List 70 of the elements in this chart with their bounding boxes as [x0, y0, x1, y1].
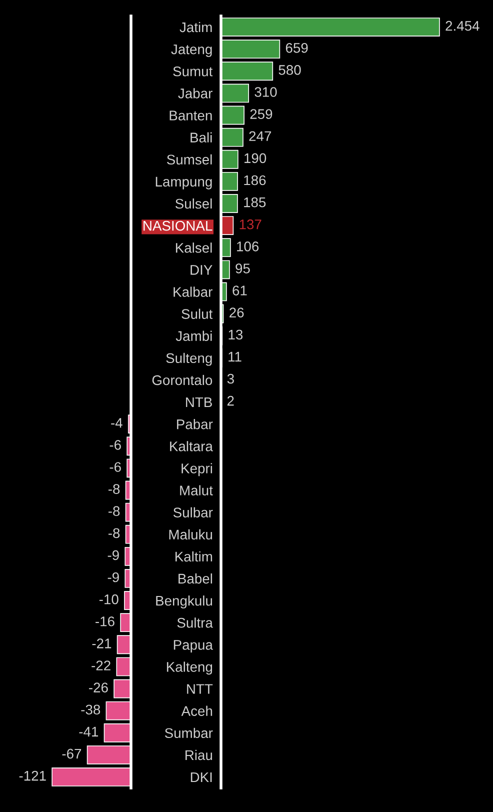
- y-tick-label: Babel: [178, 573, 212, 584]
- y-tick-label: Malut: [180, 485, 213, 496]
- data-label: 13: [228, 330, 243, 340]
- data-label: 95: [236, 264, 250, 274]
- y-tick-label: Sultra: [177, 618, 213, 628]
- data-label: 61: [232, 286, 247, 296]
- y-tick-label: Sumut: [173, 66, 213, 76]
- y-tick-label: Riau: [186, 750, 212, 760]
- y-tick-label: Bengkulu: [156, 595, 212, 608]
- data-label: -8: [108, 528, 120, 538]
- data-label: 659: [286, 42, 308, 53]
- data-label: -10: [99, 594, 118, 604]
- data-label: 3: [227, 374, 234, 384]
- data-label: 190: [244, 153, 266, 164]
- data-label: 310: [254, 87, 277, 97]
- y-tick-label: Lampung: [156, 176, 212, 190]
- y-tick-label: Kalsel: [176, 242, 212, 253]
- data-label: -21: [92, 638, 112, 648]
- y-tick-label: Banten: [170, 110, 212, 120]
- data-label: -38: [81, 704, 100, 715]
- data-label: -4: [111, 418, 122, 428]
- data-label: -16: [96, 616, 114, 626]
- data-label: 186: [244, 175, 266, 186]
- y-tick-label: DKI: [190, 772, 212, 782]
- data-label: -8: [108, 484, 120, 494]
- data-label: -26: [89, 682, 108, 692]
- data-label: -9: [108, 572, 119, 582]
- y-tick-label: NASIONAL: [144, 220, 212, 231]
- y-tick-label: Kaltim: [175, 551, 212, 562]
- data-label: 26: [230, 308, 244, 318]
- y-tick-label: Jabar: [178, 88, 212, 98]
- data-label: -67: [62, 748, 82, 759]
- y-tick-label: Sulbar: [173, 507, 213, 518]
- y-tick-label: NTT: [187, 684, 213, 694]
- data-label: 137: [240, 219, 262, 230]
- data-label: -8: [108, 506, 120, 516]
- y-tick-label: DIY: [190, 265, 212, 275]
- y-tick-label: Aceh: [181, 706, 212, 716]
- data-label: 2: [227, 396, 234, 406]
- y-tick-label: Kalbar: [174, 286, 212, 297]
- data-label: 2.454: [446, 20, 480, 31]
- y-tick-label: Pabar: [177, 419, 213, 430]
- y-tick-label: Papua: [174, 640, 213, 653]
- y-tick-label: Bali: [190, 132, 212, 142]
- data-label: 259: [250, 109, 272, 119]
- data-label: 247: [249, 131, 272, 141]
- y-tick-label: Sumsel: [166, 154, 212, 165]
- y-tick-label: NTB: [186, 397, 212, 408]
- data-label: 185: [244, 197, 266, 208]
- data-label: -6: [110, 462, 121, 472]
- y-tick-label: Jatim: [180, 22, 212, 32]
- y-tick-label: Sulut: [182, 308, 213, 319]
- data-label: -121: [19, 770, 46, 781]
- y-tick-label: Jambi: [176, 330, 212, 341]
- y-tick-label: Sumbar: [164, 728, 213, 738]
- data-label: 580: [278, 65, 301, 75]
- data-label: -6: [110, 440, 121, 450]
- data-label: 11: [228, 352, 242, 362]
- y-tick-label: Gorontalo: [152, 374, 212, 386]
- data-label: 106: [237, 241, 259, 252]
- y-tick-label: Sulsel: [175, 198, 212, 209]
- data-label: -22: [92, 660, 110, 670]
- data-label: -9: [108, 550, 119, 560]
- data-label: -41: [79, 726, 98, 736]
- y-tick-label: Jateng: [171, 44, 212, 57]
- y-tick-label: Kepri: [182, 463, 212, 476]
- y-tick-label: Maluku: [169, 529, 212, 540]
- y-tick-label: Kalteng: [166, 662, 212, 675]
- y-tick-label: Kaltara: [170, 441, 213, 452]
- y-tick-label: Sulteng: [166, 352, 212, 366]
